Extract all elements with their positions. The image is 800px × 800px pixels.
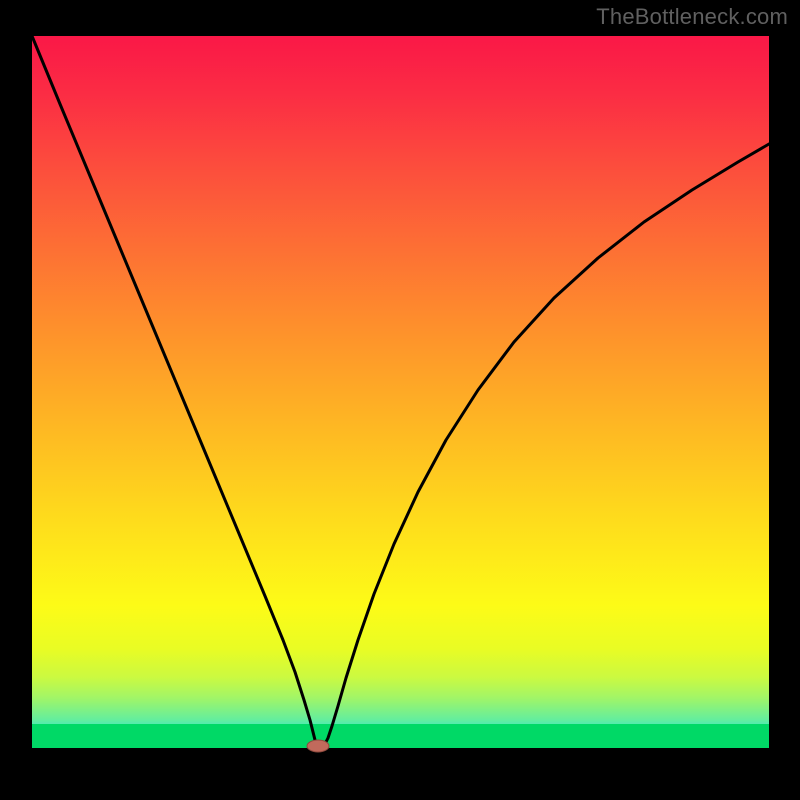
bottleneck-chart [0,0,800,800]
watermark-text: TheBottleneck.com [596,4,788,30]
plot-area [32,36,769,748]
optimum-marker [307,740,329,752]
green-band [32,724,769,748]
